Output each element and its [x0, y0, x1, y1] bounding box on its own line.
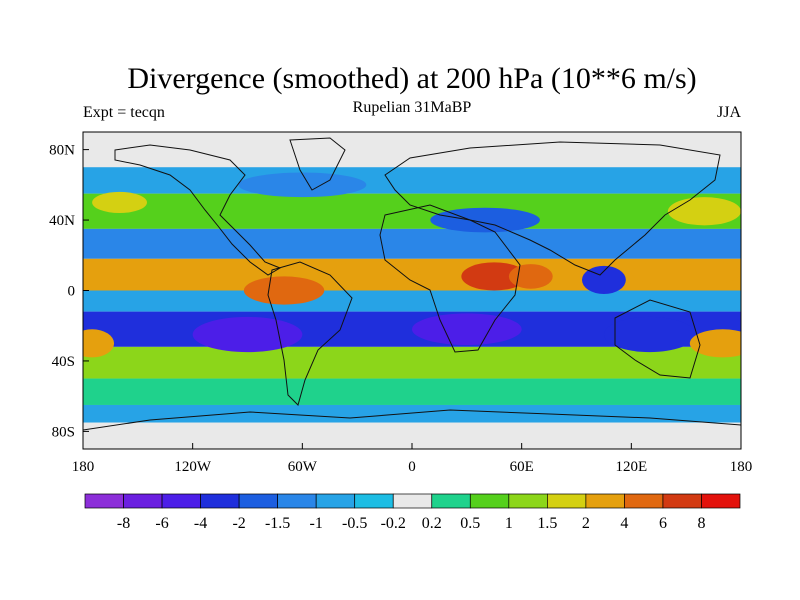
field-feature-6	[192, 316, 303, 353]
zonal-band-3	[83, 228, 741, 259]
colorbar-swatch	[701, 493, 741, 509]
longitude-axis: 180 120W 60W 0 60E 120E 180	[72, 443, 753, 475]
latitude-axis: 80N 40N 0 40S 80S	[49, 143, 89, 440]
colorbar-label: 1	[505, 515, 513, 532]
field-feature-12	[92, 191, 147, 214]
zonal-band-7	[83, 346, 741, 379]
lon-tick-label: 120W	[174, 459, 212, 475]
colorbar-label: -1	[310, 515, 323, 532]
chart-subtitle: Rupelian 31MaBP	[353, 99, 472, 116]
colorbar-label: 2	[582, 515, 590, 532]
lat-tick-label: 80N	[49, 143, 75, 159]
colorbar-swatch	[469, 493, 510, 509]
field-feature-5	[581, 265, 626, 295]
lon-tick-label: 60W	[288, 459, 318, 475]
colorbar-swatch	[431, 493, 471, 509]
colorbar-swatch	[624, 493, 664, 509]
colorbar-label: -0.2	[381, 515, 406, 532]
lat-tick-label: 80S	[52, 424, 75, 440]
colorbar-swatch	[277, 493, 317, 509]
colorbar-label: -8	[117, 515, 130, 532]
colorbar-swatch	[392, 493, 433, 509]
coast-greenland	[289, 137, 346, 191]
colorbar-label: -6	[155, 515, 168, 532]
field-feature-13	[238, 172, 367, 198]
zonal-band-0	[83, 132, 741, 168]
lat-tick-label: 40N	[49, 213, 75, 229]
coast-africa	[379, 204, 521, 353]
field-feature-9	[689, 329, 741, 358]
lon-tick-label: 180	[730, 459, 753, 475]
field-feature-3	[329, 260, 422, 286]
zonal-band-9	[83, 404, 741, 423]
colorbar-label: 0.5	[460, 515, 480, 532]
field-feature-8	[603, 316, 696, 353]
colorbar-label: 4	[620, 515, 628, 532]
coast-antarctica	[83, 409, 741, 431]
lon-tick-label: 60E	[510, 459, 534, 475]
field-feature-4	[631, 258, 741, 287]
colorbar-swatch	[547, 493, 587, 509]
field-feature-0	[461, 262, 528, 291]
colorbar-label: 8	[697, 515, 705, 532]
colorbar-swatch	[84, 493, 124, 509]
colorbar-swatch	[161, 493, 201, 509]
zonal-band-8	[83, 378, 741, 405]
colorbar-swatch	[662, 493, 702, 509]
colorbar-label: -0.5	[342, 515, 367, 532]
colorbar-label: 1.5	[537, 515, 557, 532]
colorbar-label: 6	[659, 515, 667, 532]
coast-australia	[614, 299, 701, 379]
lat-tick-label: 0	[68, 284, 76, 300]
divergence-field	[83, 132, 741, 449]
field-feature-7	[412, 313, 522, 346]
coastlines	[83, 137, 741, 431]
field-feature-1	[508, 264, 553, 289]
colorbar-swatch	[238, 493, 278, 509]
colorbar: -8 -6 -4 -2 -1.5 -1 -0.5 -0.2 0.2 0.5 1 1.5 2 4 6 8	[84, 493, 741, 532]
coast-south-america	[267, 261, 353, 406]
colorbar-swatch	[354, 493, 394, 509]
lat-tick-label: 40S	[52, 354, 75, 370]
colorbar-swatch	[315, 493, 356, 509]
colorbar-label: -4	[194, 515, 207, 532]
colorbar-label: -1.5	[265, 515, 290, 532]
experiment-label: Expt = tecqn	[83, 104, 165, 121]
lon-tick-label: 0	[408, 459, 416, 475]
field-feature-14	[430, 207, 540, 233]
lon-tick-label: 120E	[615, 459, 647, 475]
coast-eurasia	[384, 141, 721, 276]
zonal-band-2	[83, 193, 741, 229]
colorbar-swatch	[508, 493, 548, 509]
colorbar-label: 0.2	[422, 515, 442, 532]
colorbar-swatch	[200, 493, 240, 509]
zonal-band-1	[83, 167, 741, 194]
field-feature-10	[83, 329, 115, 358]
chart-title: Divergence (smoothed) at 200 hPa (10**6 …	[127, 62, 696, 95]
field-feature-2	[243, 276, 325, 305]
season-label: JJA	[717, 104, 741, 121]
colorbar-label: -2	[232, 515, 245, 532]
field-feature-11	[667, 197, 741, 226]
lon-tick-label: 180	[72, 459, 95, 475]
colorbar-swatch	[585, 493, 625, 509]
zonal-band-5	[83, 290, 741, 312]
colorbar-swatch	[123, 493, 163, 509]
